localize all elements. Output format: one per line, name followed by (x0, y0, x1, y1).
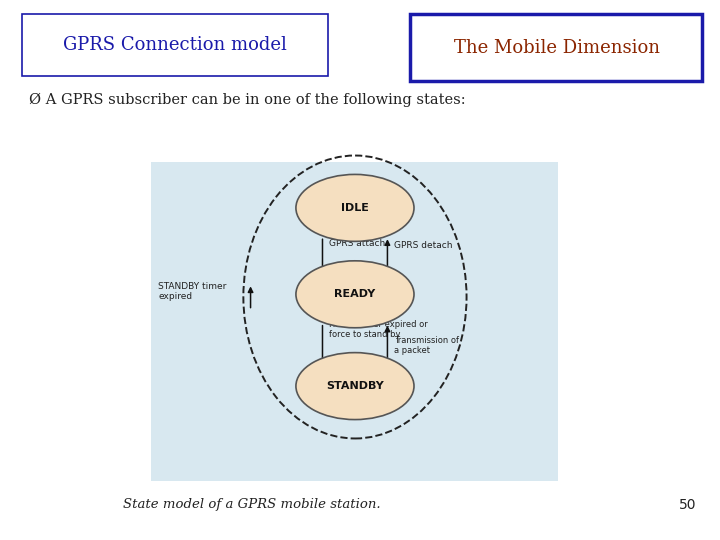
Text: Ø A GPRS subscriber can be in one of the following states:: Ø A GPRS subscriber can be in one of the… (29, 93, 465, 107)
Text: Transmission of
a packet: Transmission of a packet (394, 336, 459, 355)
Ellipse shape (296, 174, 414, 241)
Ellipse shape (296, 261, 414, 328)
Text: The Mobile Dimension: The Mobile Dimension (454, 38, 660, 57)
Text: STANDBY timer
expired: STANDBY timer expired (158, 282, 227, 301)
Text: 50: 50 (679, 498, 696, 512)
Text: State model of a GPRS mobile station.: State model of a GPRS mobile station. (123, 498, 381, 511)
Ellipse shape (296, 353, 414, 420)
FancyBboxPatch shape (410, 14, 702, 81)
Text: GPRS detach: GPRS detach (394, 241, 452, 250)
Text: STANDBY: STANDBY (326, 381, 384, 391)
Text: GPRS attach: GPRS attach (329, 239, 385, 247)
Text: READY timer expired or
force to stand by: READY timer expired or force to stand by (329, 320, 428, 339)
Text: READY: READY (334, 289, 376, 299)
FancyBboxPatch shape (151, 162, 558, 481)
Text: GPRS Connection model: GPRS Connection model (63, 36, 287, 54)
Text: IDLE: IDLE (341, 203, 369, 213)
FancyBboxPatch shape (22, 14, 328, 76)
